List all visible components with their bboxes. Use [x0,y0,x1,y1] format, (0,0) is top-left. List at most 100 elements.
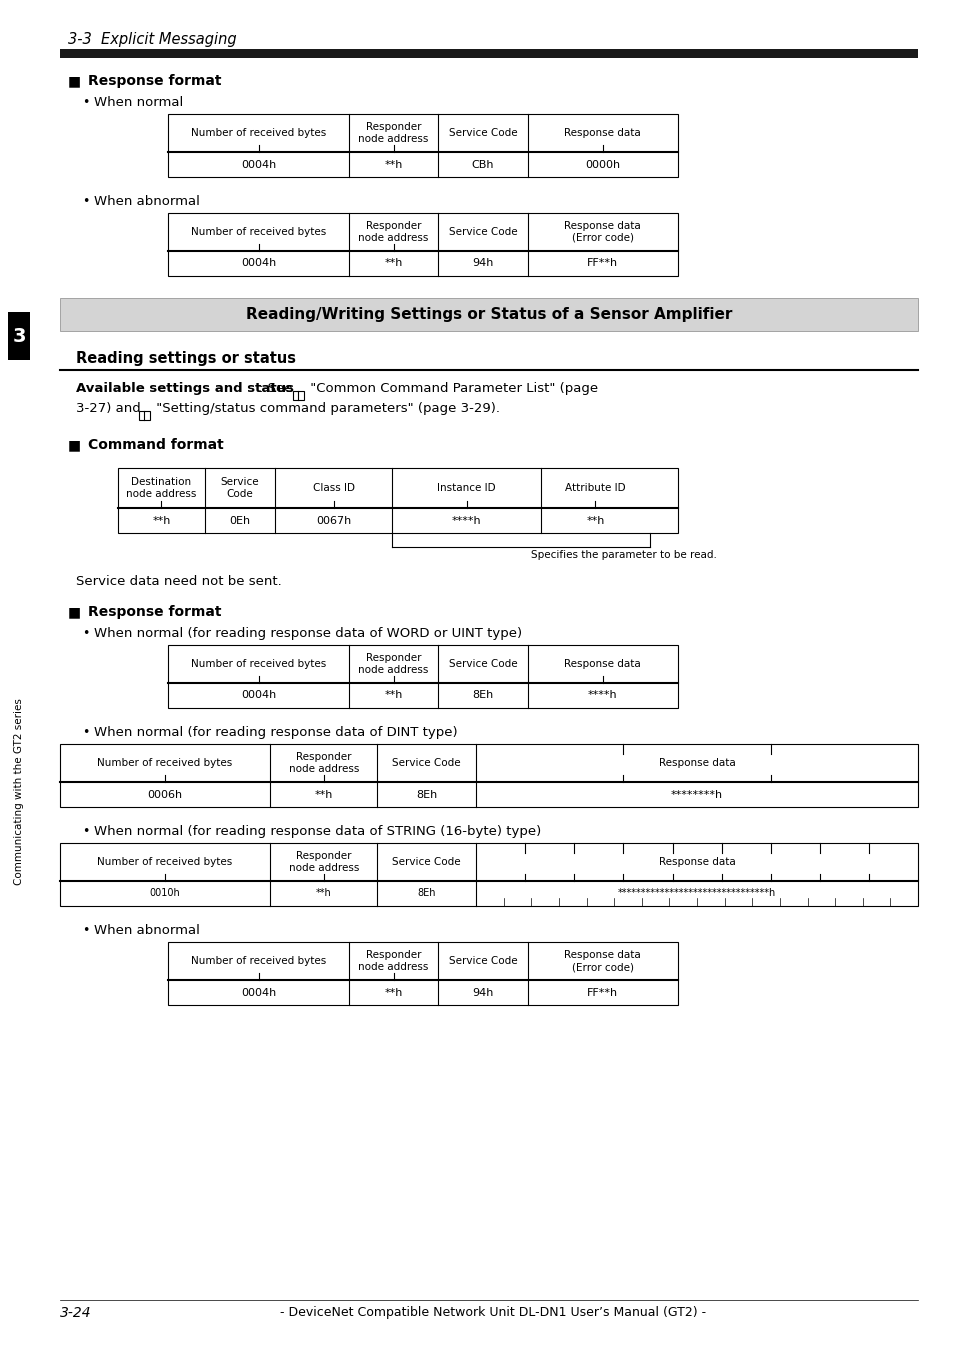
Text: Response data: Response data [564,128,640,138]
Text: Class ID: Class ID [313,483,355,493]
Text: Reading settings or status: Reading settings or status [76,352,295,366]
Text: Number of received bytes: Number of received bytes [191,658,326,669]
Text: 0004h: 0004h [241,987,275,998]
Text: Communicating with the GT2 series: Communicating with the GT2 series [14,699,24,886]
Text: **h: **h [314,790,333,799]
Text: Service Code: Service Code [448,658,517,669]
Text: Service Code: Service Code [448,956,517,965]
Bar [168,942,678,1005]
Text: **h: **h [384,987,402,998]
Text: Response format: Response format [88,74,221,88]
Text: 8Eh: 8Eh [416,790,437,799]
Text: ■: ■ [68,74,81,88]
Text: Response data: Response data [564,658,640,669]
Text: 3-24: 3-24 [60,1306,91,1320]
Text: 3: 3 [12,326,26,346]
Text: Instance ID: Instance ID [436,483,496,493]
Text: Attribute ID: Attribute ID [564,483,625,493]
Text: Service
Code: Service Code [220,477,259,499]
Text: Response data: Response data [658,857,735,867]
Text: Service data need not be sent.: Service data need not be sent. [76,575,281,588]
Text: Command format: Command format [88,438,224,452]
Text: 0067h: 0067h [315,515,351,526]
Text: Responder
node address: Responder node address [358,220,429,243]
Text: Responder
node address: Responder node address [358,653,429,675]
Text: ****h: ****h [452,515,481,526]
Text: 8Eh: 8Eh [417,888,436,899]
Text: FF**h: FF**h [587,987,618,998]
Text: •: • [82,923,90,937]
Text: Available settings and status: Available settings and status [76,383,294,395]
Text: 0Eh: 0Eh [229,515,250,526]
Text: When normal (for reading response data of WORD or UINT type): When normal (for reading response data o… [94,627,521,639]
Bar [8,312,30,360]
Text: **h: **h [152,515,171,526]
Text: •: • [82,726,90,740]
Text: Responder
node address: Responder node address [358,950,429,972]
Text: 3-3  Explicit Messaging: 3-3 Explicit Messaging [68,32,236,47]
Text: Responder
node address: Responder node address [289,850,358,873]
Bar [168,214,678,276]
Text: Response data: Response data [658,758,735,768]
Text: 94h: 94h [472,258,493,269]
Text: 8Eh: 8Eh [472,691,493,700]
Bar [168,645,678,708]
Text: Number of received bytes: Number of received bytes [97,758,233,768]
Text: **h: **h [384,691,402,700]
Text: 0006h: 0006h [148,790,182,799]
Text: Response format: Response format [88,604,221,619]
Text: **h: **h [384,160,402,169]
Text: ■: ■ [68,438,81,452]
Text: Responder
node address: Responder node address [358,122,429,145]
Bar [139,411,150,419]
Text: When normal (for reading response data of STRING (16-byte) type): When normal (for reading response data o… [94,825,540,838]
Text: •: • [82,96,90,110]
Text: Responder
node address: Responder node address [289,752,358,773]
Text: Service Code: Service Code [392,758,460,768]
Text: •: • [82,627,90,639]
Text: Service Code: Service Code [448,128,517,138]
Text: - DeviceNet Compatible Network Unit DL-DN1 User’s Manual (GT2) -: - DeviceNet Compatible Network Unit DL-D… [279,1306,705,1320]
Text: Number of received bytes: Number of received bytes [191,227,326,237]
Bar [60,49,917,58]
Text: **h: **h [315,888,332,899]
Text: **h: **h [384,258,402,269]
Text: When abnormal: When abnormal [94,923,200,937]
Text: When normal (for reading response data of DINT type): When normal (for reading response data o… [94,726,457,740]
Text: Specifies the parameter to be read.: Specifies the parameter to be read. [531,550,717,560]
Text: ■: ■ [68,604,81,619]
Text: 0004h: 0004h [241,160,275,169]
Text: : See: : See [258,383,296,395]
Text: Reading/Writing Settings or Status of a Sensor Amplifier: Reading/Writing Settings or Status of a … [246,307,731,322]
Bar [168,114,678,177]
Text: FF**h: FF**h [587,258,618,269]
Bar [118,468,678,533]
Text: ********************************h: ********************************h [618,888,776,899]
Text: "Setting/status command parameters" (page 3-29).: "Setting/status command parameters" (pag… [152,402,499,415]
Text: ****h: ****h [587,691,617,700]
Text: "Common Command Parameter List" (page: "Common Command Parameter List" (page [306,383,598,395]
Text: Destination
node address: Destination node address [126,477,196,499]
Text: Service Code: Service Code [448,227,517,237]
Text: ********h: ********h [670,790,722,799]
Text: **h: **h [585,515,604,526]
Bar [293,391,304,399]
Text: 0000h: 0000h [584,160,619,169]
Text: 0004h: 0004h [241,258,275,269]
Text: 94h: 94h [472,987,493,998]
Text: •: • [82,825,90,838]
Text: When normal: When normal [94,96,183,110]
Text: Response data
(Error code): Response data (Error code) [564,950,640,972]
Text: 0004h: 0004h [241,691,275,700]
Text: Response data
(Error code): Response data (Error code) [564,220,640,243]
Text: Number of received bytes: Number of received bytes [191,128,326,138]
Text: Number of received bytes: Number of received bytes [97,857,233,867]
Text: When abnormal: When abnormal [94,195,200,208]
Text: 0010h: 0010h [150,888,180,899]
Text: Service Code: Service Code [392,857,460,867]
Text: •: • [82,195,90,208]
Text: 3-27) and: 3-27) and [76,402,145,415]
Bar [60,297,917,331]
Text: CBh: CBh [471,160,494,169]
Text: Number of received bytes: Number of received bytes [191,956,326,965]
